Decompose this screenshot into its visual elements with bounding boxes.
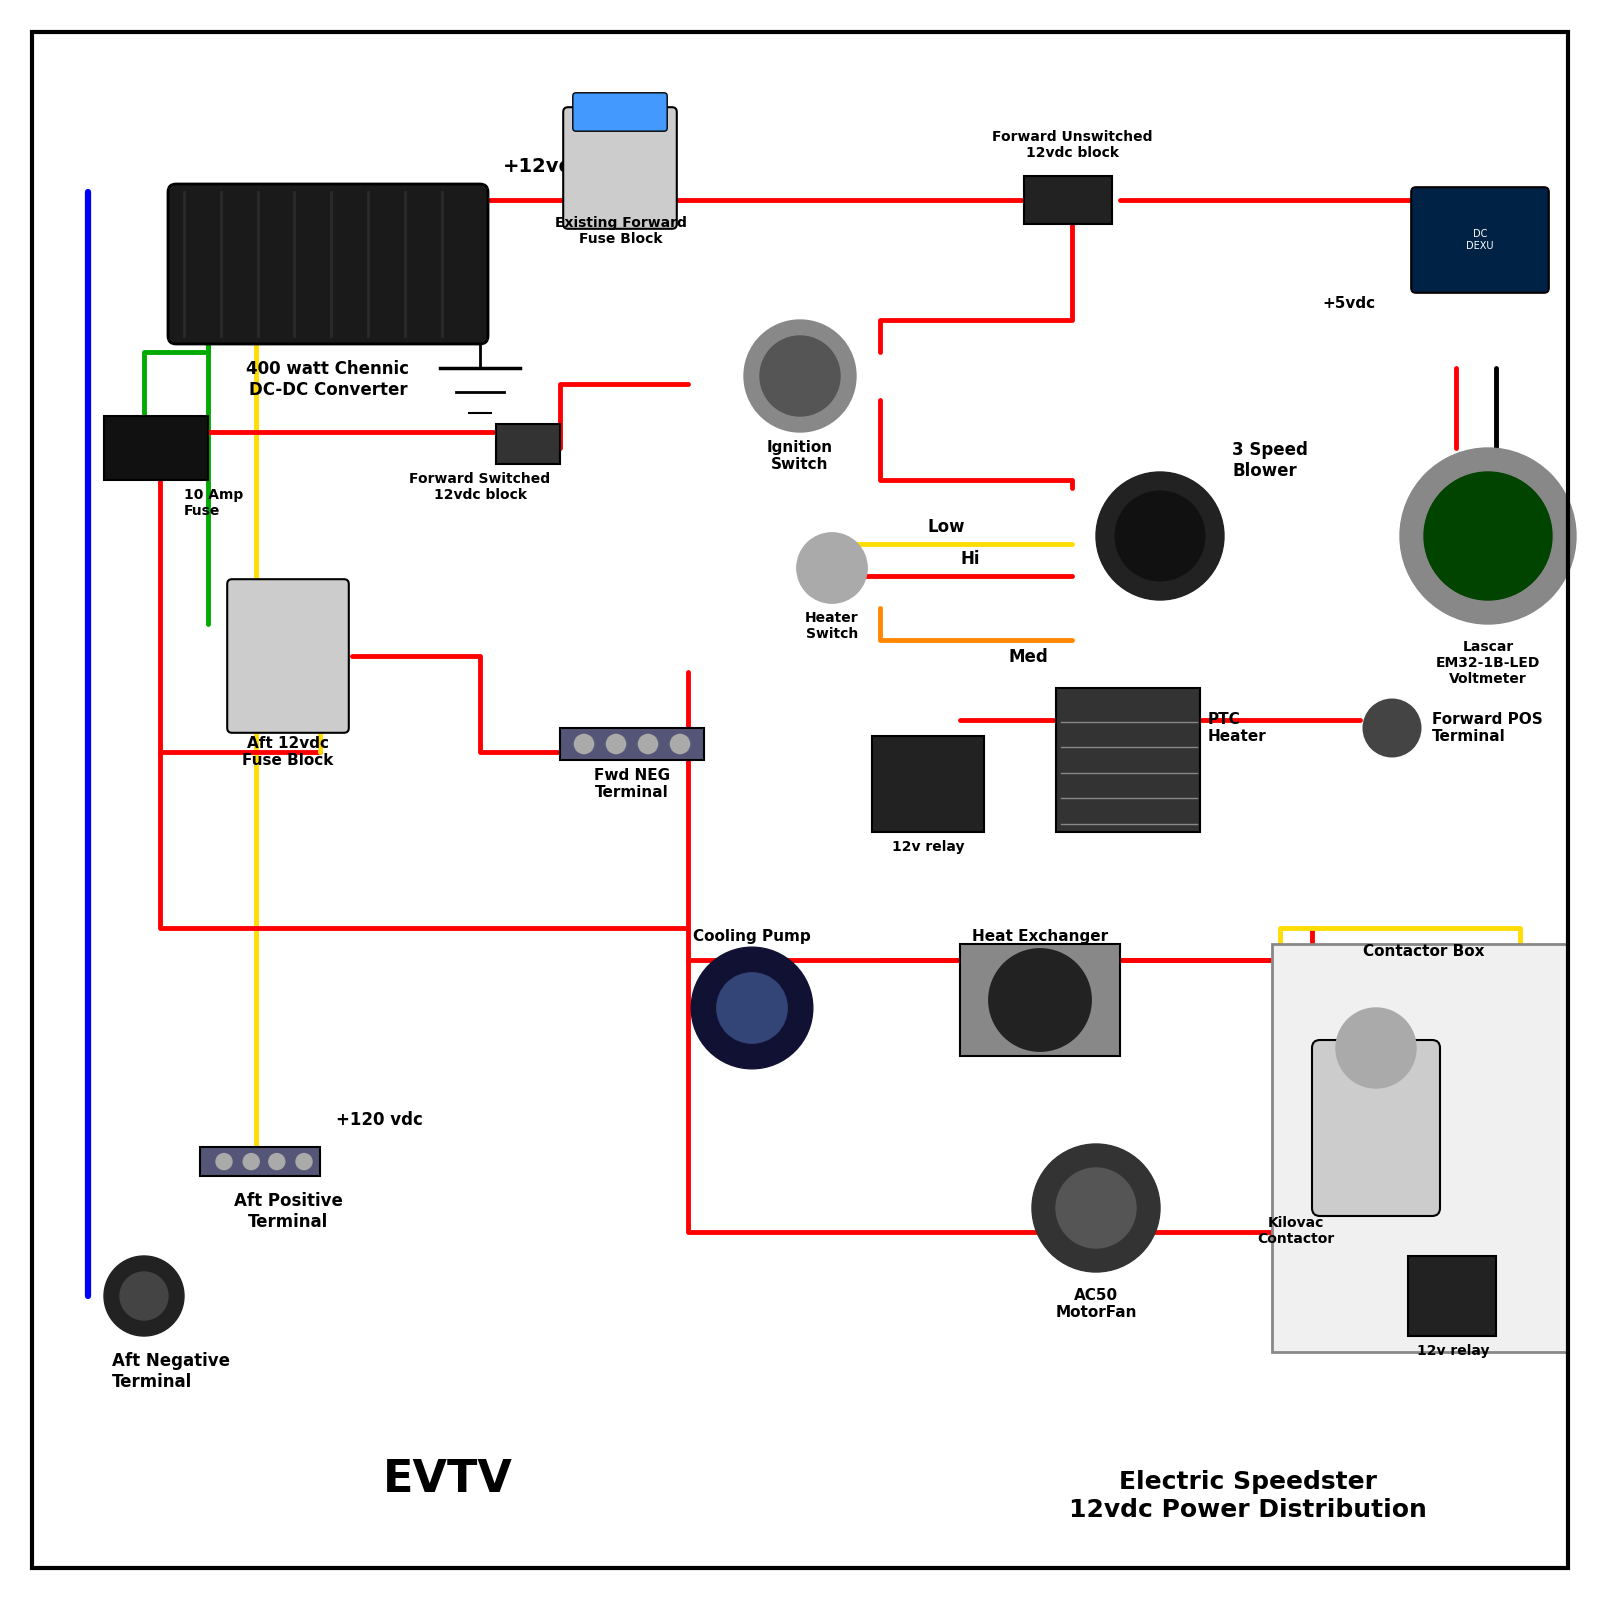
Circle shape [574, 734, 594, 754]
Text: Contactor Box: Contactor Box [1363, 944, 1485, 958]
Circle shape [1336, 1008, 1416, 1088]
Bar [1024, 176, 1112, 224]
Text: +5vdc: +5vdc [1323, 296, 1376, 310]
Circle shape [670, 734, 690, 754]
Bar [104, 416, 208, 480]
Text: Forward POS
Terminal: Forward POS Terminal [1432, 712, 1542, 744]
Text: Heat Exchanger: Heat Exchanger [971, 930, 1109, 944]
FancyBboxPatch shape [563, 107, 677, 229]
Circle shape [243, 1154, 259, 1170]
Bar [1408, 1256, 1496, 1336]
Circle shape [760, 336, 840, 416]
Bar [200, 1147, 320, 1176]
Text: Cooling Pump: Cooling Pump [693, 930, 811, 944]
Text: Fwd NEG
Terminal: Fwd NEG Terminal [594, 768, 670, 800]
Text: PTC
Heater: PTC Heater [1208, 712, 1267, 744]
Circle shape [797, 533, 867, 603]
FancyBboxPatch shape [1312, 1040, 1440, 1216]
Bar [872, 736, 984, 832]
Circle shape [1032, 1144, 1160, 1272]
Text: Forward Unswitched
12vdc block: Forward Unswitched 12vdc block [992, 130, 1152, 160]
Bar [496, 424, 560, 464]
Text: Aft 12vdc
Fuse Block: Aft 12vdc Fuse Block [242, 736, 334, 768]
Circle shape [606, 734, 626, 754]
Text: +12vdc: +12vdc [502, 157, 586, 176]
Text: Hi: Hi [960, 550, 979, 568]
Text: 400 watt Chennic
DC-DC Converter: 400 watt Chennic DC-DC Converter [246, 360, 410, 398]
Circle shape [1400, 448, 1576, 624]
FancyBboxPatch shape [573, 93, 667, 131]
Text: Heater
Switch: Heater Switch [805, 611, 859, 642]
Text: Lascar
EM32-1B-LED
Voltmeter: Lascar EM32-1B-LED Voltmeter [1435, 640, 1541, 686]
Circle shape [1115, 491, 1205, 581]
Circle shape [1096, 472, 1224, 600]
Bar [1272, 944, 1568, 1352]
Circle shape [638, 734, 658, 754]
FancyBboxPatch shape [227, 579, 349, 733]
Text: 12v relay: 12v relay [891, 840, 965, 854]
Text: Aft Positive
Terminal: Aft Positive Terminal [234, 1192, 342, 1230]
Circle shape [989, 949, 1091, 1051]
Circle shape [717, 973, 787, 1043]
Text: Kilovac
Contactor: Kilovac Contactor [1258, 1216, 1334, 1246]
Circle shape [1424, 472, 1552, 600]
Circle shape [691, 947, 813, 1069]
Bar [960, 944, 1120, 1056]
Text: 10 Amp
Fuse: 10 Amp Fuse [184, 488, 243, 518]
Circle shape [296, 1154, 312, 1170]
Text: Ignition
Switch: Ignition Switch [766, 440, 834, 472]
Text: Electric Speedster
12vdc Power Distribution: Electric Speedster 12vdc Power Distribut… [1069, 1470, 1427, 1522]
Circle shape [216, 1154, 232, 1170]
Bar [1056, 688, 1200, 832]
Text: 3 Speed
Blower: 3 Speed Blower [1232, 442, 1307, 480]
Circle shape [269, 1154, 285, 1170]
Text: 12v relay: 12v relay [1416, 1344, 1490, 1358]
Text: AC50
MotorFan: AC50 MotorFan [1056, 1288, 1136, 1320]
Circle shape [744, 320, 856, 432]
Text: Existing Forward
Fuse Block: Existing Forward Fuse Block [555, 216, 686, 246]
Text: +120 vdc: +120 vdc [336, 1110, 422, 1130]
Text: Aft Negative
Terminal: Aft Negative Terminal [112, 1352, 230, 1390]
Circle shape [1363, 699, 1421, 757]
Text: Med: Med [1008, 648, 1048, 666]
Text: Low: Low [928, 518, 965, 536]
Text: EVTV: EVTV [382, 1459, 514, 1501]
Circle shape [120, 1272, 168, 1320]
Bar [560, 728, 704, 760]
Text: Forward Switched
12vdc block: Forward Switched 12vdc block [410, 472, 550, 502]
FancyBboxPatch shape [168, 184, 488, 344]
Text: DC
DEXU: DC DEXU [1466, 229, 1494, 251]
FancyBboxPatch shape [1411, 187, 1549, 293]
Circle shape [104, 1256, 184, 1336]
Circle shape [1056, 1168, 1136, 1248]
